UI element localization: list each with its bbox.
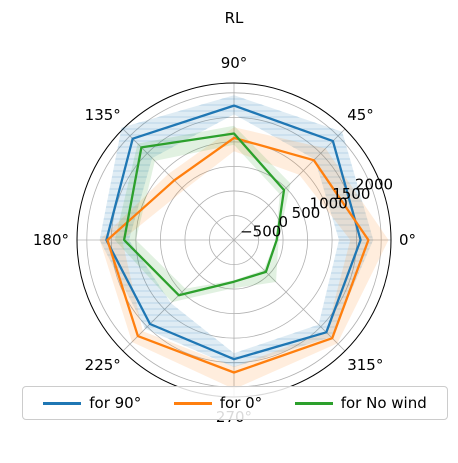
legend-item: for No wind [294,394,427,412]
radial-tick-label: 0 [279,213,289,231]
legend-label: for 0° [219,394,263,412]
angle-tick-label: 0° [399,231,416,249]
legend-label: for No wind [340,394,427,412]
angle-tick-label: 135° [85,106,121,124]
confidence-bands [99,95,389,390]
chart-legend: for 90° for 0° for No wind [22,386,448,420]
angle-tick-label: 45° [347,106,374,124]
angle-tick-label: 315° [347,356,383,374]
radial-tick-label: 500 [292,204,321,222]
radial-tick-label: 1500 [332,185,370,203]
legend-swatch [173,401,212,405]
legend-swatch [294,401,333,405]
legend-swatch [43,401,82,405]
radial-tick-label: 2000 [355,176,393,194]
legend-item: for 90° [43,394,141,412]
angle-tick-label: 90° [221,54,248,72]
angle-tick-label: 180° [33,231,69,249]
radial-tick-label: 1000 [310,194,348,212]
series-lines [105,104,370,374]
legend-item: for 0° [173,394,263,412]
angle-tick-labels: 0°45°90°135°180°225°270°315° [33,54,416,426]
band-for-90- [99,95,374,368]
chart-title: RL [225,9,244,27]
radial-tick-label: −500 [240,223,281,241]
band-for-0- [99,127,389,390]
legend-label: for 90° [89,394,142,412]
angle-tick-label: 225° [85,356,121,374]
